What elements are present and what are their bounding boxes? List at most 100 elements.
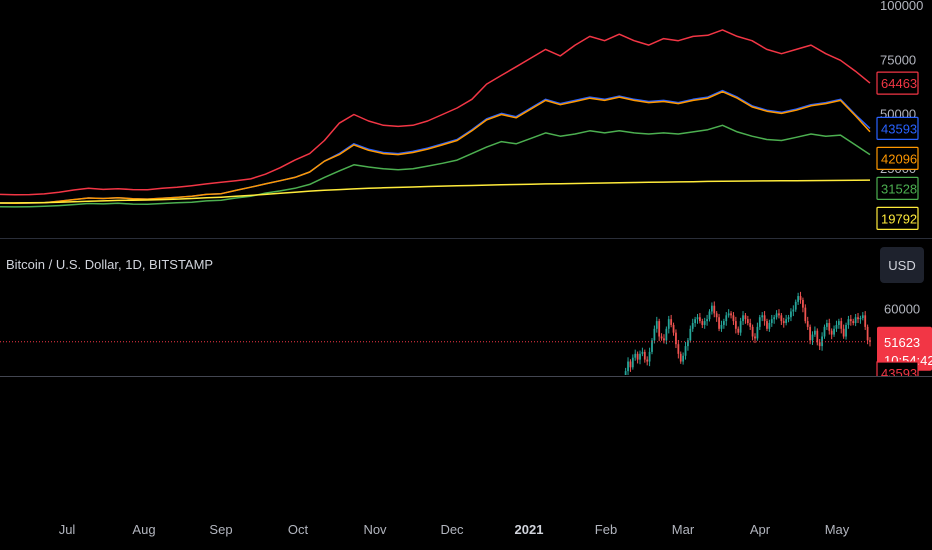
candle-body	[744, 315, 747, 320]
partial-price-label: 43593	[881, 366, 917, 381]
candle-body	[639, 353, 641, 360]
candle-body	[825, 323, 828, 327]
candle-body	[861, 315, 864, 319]
candle-body	[713, 305, 716, 314]
candle-body	[739, 321, 742, 333]
candle-body	[866, 326, 869, 341]
candle-body	[770, 319, 773, 324]
x-tick-label: May	[825, 522, 850, 537]
x-tick-label: Sep	[209, 522, 232, 537]
candle-body	[830, 330, 833, 335]
candle-body	[677, 344, 680, 354]
candle-body	[806, 321, 809, 327]
series-last-value-box-4	[876, 206, 919, 231]
candle-body	[613, 398, 615, 402]
candle-body	[797, 296, 800, 302]
time-axis[interactable]: Jul Aug Sep Oct Nov Dec 2021 Feb Mar Apr May	[59, 522, 850, 537]
candle-body	[708, 311, 711, 320]
x-tick-label: Mar	[672, 522, 695, 537]
candle-body	[598, 420, 600, 422]
candle-body	[804, 307, 807, 322]
candle-body	[675, 332, 677, 345]
candle-body	[667, 319, 670, 329]
candle-body	[536, 427, 538, 429]
candle-body	[818, 342, 821, 347]
candle-body	[648, 351, 651, 362]
candle-body	[541, 412, 543, 422]
candle-body	[584, 410, 586, 416]
candle-body	[857, 317, 859, 320]
candle-body	[773, 317, 776, 320]
candle-body	[842, 328, 845, 337]
candle-body	[790, 311, 792, 318]
candle-body	[594, 414, 596, 418]
candle-body	[701, 321, 704, 325]
currency-button[interactable]: USD	[880, 247, 924, 283]
candle-body	[558, 396, 560, 404]
candle-body	[653, 328, 656, 341]
candle-body	[794, 301, 797, 310]
series-last-value-box-2	[876, 146, 919, 171]
candle-body	[651, 340, 653, 352]
candle-body	[816, 330, 819, 343]
candle-body	[560, 404, 562, 410]
candle-body	[787, 317, 790, 320]
candle-body	[833, 328, 835, 335]
series-last-value-label: 42096	[881, 151, 917, 166]
candle-body	[768, 323, 771, 329]
candle-body	[610, 402, 612, 408]
candle-body	[715, 313, 718, 318]
candle-body	[761, 315, 764, 318]
series-last-value-label: 19792	[881, 211, 917, 226]
candle-body	[543, 405, 545, 412]
candle-body	[766, 321, 768, 329]
series-last-value-box-0	[876, 71, 919, 95]
candle-body	[572, 404, 574, 406]
series-last-value-label: 64463	[881, 76, 917, 91]
candle-body	[845, 324, 847, 337]
candle-body	[859, 318, 862, 320]
candle-body	[689, 328, 692, 341]
candle-body	[751, 326, 754, 337]
candle-body	[802, 299, 804, 308]
current-price-box	[877, 326, 932, 371]
candle-body	[687, 340, 689, 347]
candle-body	[660, 336, 663, 339]
candle-body	[722, 321, 725, 325]
candle-body	[811, 334, 814, 341]
series-line-0	[0, 29, 871, 196]
candle-body	[727, 313, 730, 316]
x-tick-label: Feb	[595, 522, 617, 537]
y-tick-label: 100000	[880, 0, 923, 13]
symbol-title: Bitcoin / U.S. Dollar, 1D, BITSTAMP	[6, 257, 214, 272]
candle-body	[758, 317, 761, 327]
candle-body	[596, 414, 598, 421]
candle-body	[615, 390, 617, 398]
candle-body	[603, 418, 605, 423]
candle-body	[565, 410, 567, 415]
candle-body	[775, 313, 778, 318]
candle-body	[696, 317, 699, 320]
candle-body	[809, 326, 812, 341]
candle-body	[732, 315, 735, 322]
candle-body	[710, 305, 713, 312]
candle-body	[646, 359, 649, 362]
x-tick-label: Dec	[440, 522, 464, 537]
candle-body	[749, 323, 752, 327]
candle-body	[591, 417, 593, 422]
y-tick-label: 75000	[880, 52, 916, 67]
candle-body	[665, 328, 668, 341]
partial-price-label-group: 43593	[876, 361, 919, 381]
candle-body	[579, 414, 581, 420]
candle-body	[746, 319, 749, 324]
candle-body	[550, 414, 552, 420]
candle-body	[629, 361, 632, 368]
indicator-pane: 0250005000075000100000644634359342096315…	[0, 0, 923, 231]
candle-body	[562, 410, 564, 411]
candle-body	[785, 319, 788, 324]
candle-body	[869, 340, 871, 342]
candle-body	[718, 317, 720, 329]
series-line-2	[0, 90, 871, 205]
